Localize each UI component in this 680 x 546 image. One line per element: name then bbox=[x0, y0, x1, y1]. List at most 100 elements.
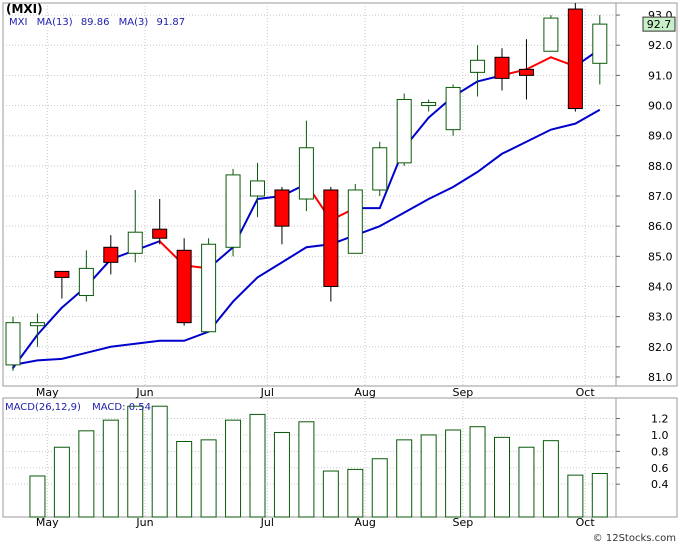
candle-up bbox=[592, 15, 608, 85]
macd-legend: MACD(26,12,9) MACD: 0.54 bbox=[5, 402, 151, 413]
price-tick-label: 89.0 bbox=[648, 130, 673, 143]
price-tick-label: 83.0 bbox=[648, 311, 673, 324]
price-month-label: Jul bbox=[260, 386, 274, 399]
candle-body bbox=[225, 174, 241, 248]
candle-up bbox=[225, 168, 241, 257]
last-price-box bbox=[642, 16, 676, 32]
candle-up bbox=[78, 250, 94, 302]
price-tick-label: 81.0 bbox=[648, 371, 673, 384]
macd-date-axis: May Jun Jul Aug Sep Oct bbox=[36, 516, 595, 529]
candle-body bbox=[372, 147, 388, 191]
macd-bar bbox=[53, 446, 70, 518]
price-tick-label: 88.0 bbox=[648, 160, 673, 173]
candle-down bbox=[567, 3, 583, 112]
candle-body bbox=[445, 86, 461, 131]
macd-bar bbox=[420, 434, 437, 518]
candle-down bbox=[176, 238, 192, 326]
candle-body bbox=[592, 23, 608, 64]
macd-bar bbox=[591, 473, 608, 518]
chart-title: (MXI) bbox=[6, 2, 43, 16]
legend-ma13-value: 89.86 bbox=[81, 17, 110, 28]
candle-up bbox=[347, 183, 363, 254]
macd-bar bbox=[176, 440, 193, 518]
candle-down bbox=[103, 235, 119, 275]
candle-up bbox=[445, 84, 461, 136]
macd-bar bbox=[249, 413, 266, 518]
macd-month-label: May bbox=[36, 516, 59, 529]
last-price-label: 92.7 bbox=[647, 18, 672, 31]
macd-bar bbox=[322, 470, 339, 518]
price-tick-label: 84.0 bbox=[648, 280, 673, 293]
macd-bar bbox=[29, 475, 46, 518]
candle-down bbox=[152, 199, 168, 245]
candlesticks bbox=[5, 3, 608, 371]
macd-legend-value: 0.54 bbox=[129, 402, 151, 413]
macd-month-label: Sep bbox=[453, 516, 474, 529]
candle-body bbox=[543, 17, 559, 52]
candle-body bbox=[176, 249, 192, 324]
macd-bar bbox=[151, 405, 168, 518]
ma13-polyline bbox=[12, 108, 601, 366]
candle-body bbox=[250, 180, 265, 197]
candle-body bbox=[274, 189, 290, 227]
candle-body bbox=[323, 189, 339, 287]
price-tick-label: 87.0 bbox=[648, 190, 673, 203]
candle-down bbox=[323, 186, 339, 302]
candle-body bbox=[396, 99, 412, 164]
candle-up bbox=[298, 120, 314, 212]
candle-up bbox=[470, 45, 486, 97]
candle-body bbox=[201, 243, 217, 333]
candle-up bbox=[201, 238, 217, 333]
macd-bar bbox=[273, 431, 290, 518]
legend-symbol: MXI bbox=[9, 17, 27, 28]
macd-bar bbox=[298, 421, 315, 518]
price-tick-label: 92.0 bbox=[648, 39, 673, 52]
macd-bar bbox=[225, 419, 242, 518]
candle-up bbox=[5, 316, 21, 371]
price-month-label: Jun bbox=[135, 386, 153, 399]
price-month-label: Sep bbox=[453, 386, 474, 399]
price-tick-label: 85.0 bbox=[648, 250, 673, 263]
macd-bar bbox=[518, 446, 535, 518]
macd-bar bbox=[347, 468, 364, 518]
ma3-segment bbox=[36, 306, 63, 336]
macd-month-label: Oct bbox=[576, 516, 596, 529]
macd-bar bbox=[371, 458, 388, 518]
price-month-label: May bbox=[36, 386, 59, 399]
price-tick-label: 82.0 bbox=[648, 341, 673, 354]
candle-down bbox=[494, 48, 510, 91]
macd-bar bbox=[494, 436, 510, 518]
macd-bar bbox=[567, 474, 584, 518]
candle-up bbox=[250, 162, 265, 218]
last-price-marker: 92.7 bbox=[642, 16, 676, 32]
macd-bar bbox=[127, 405, 144, 518]
candle-body bbox=[152, 228, 168, 239]
macd-tick-label: 1.0 bbox=[651, 429, 669, 442]
macd-month-label: Jul bbox=[260, 516, 274, 529]
candle-up bbox=[29, 313, 45, 347]
price-tick-label: 91.0 bbox=[648, 69, 673, 82]
candle-up bbox=[127, 189, 143, 263]
macd-tick-label: 0.6 bbox=[651, 462, 669, 475]
price-tick-label: 86.0 bbox=[648, 220, 673, 233]
candle-body bbox=[567, 8, 583, 110]
price-tick-label: 90.0 bbox=[648, 100, 673, 113]
legend-ma13-label: MA(13) bbox=[37, 17, 73, 28]
candle-body bbox=[347, 189, 363, 254]
price-month-label: Oct bbox=[576, 386, 596, 399]
price-date-axis: May Jun Jul Aug Sep Oct bbox=[36, 386, 595, 399]
macd-legend-value-label: MACD: bbox=[92, 402, 125, 413]
candle-body bbox=[421, 102, 437, 107]
candle-body bbox=[518, 68, 534, 76]
candle-body bbox=[103, 246, 119, 263]
ma13-line bbox=[12, 108, 601, 366]
macd-bars bbox=[29, 405, 608, 518]
candle-body bbox=[5, 322, 21, 366]
candle-down bbox=[518, 39, 534, 100]
candle-body bbox=[298, 147, 314, 200]
candle-body bbox=[470, 59, 486, 73]
price-month-label: Aug bbox=[354, 386, 375, 399]
candle-body bbox=[78, 267, 94, 297]
macd-bar bbox=[102, 419, 119, 518]
candle-body bbox=[29, 322, 45, 327]
